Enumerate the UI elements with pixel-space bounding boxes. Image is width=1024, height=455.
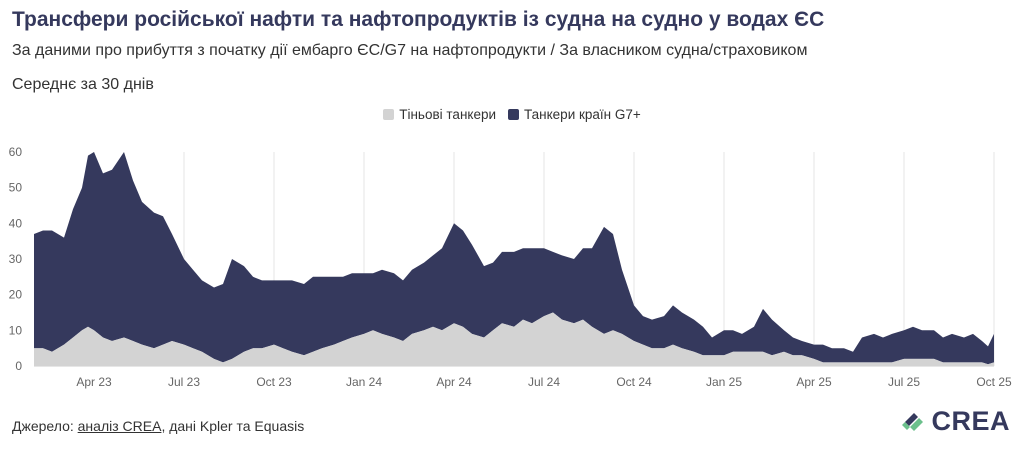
y-tick-label-5: 50 xyxy=(9,181,23,195)
x-tick-label-6: Oct 24 xyxy=(616,375,652,389)
crea-analysis-link[interactable]: аналіз CREA xyxy=(77,418,162,434)
y-tick-label-2: 20 xyxy=(9,288,23,302)
crea-logo: CREA xyxy=(901,406,1010,437)
chart-note: Середнє за 30 днів xyxy=(12,76,154,93)
x-tick-label-5: Jul 24 xyxy=(528,375,560,389)
area-g7-tankers xyxy=(34,152,994,365)
legend-swatch-g7 xyxy=(508,109,520,120)
legend-item-shadow-tankers[interactable]: Тіньові танкери xyxy=(383,107,496,122)
y-tick-label-0: 0 xyxy=(15,359,22,373)
y-tick-label-1: 10 xyxy=(9,323,23,337)
x-tick-label-1: Jul 23 xyxy=(168,375,200,389)
x-tick-label-7: Jan 25 xyxy=(706,375,742,389)
x-tick-label-0: Apr 23 xyxy=(76,375,112,389)
x-tick-label-4: Apr 24 xyxy=(436,375,472,389)
y-tick-label-6: 60 xyxy=(9,145,23,159)
source-suffix: , дані Kpler та Equasis xyxy=(161,418,305,434)
x-tick-label-2: Oct 23 xyxy=(256,375,292,389)
y-tick-label-4: 40 xyxy=(9,216,23,230)
crea-logo-text: CREA xyxy=(931,406,1010,436)
chart-title: Трансфери російської нафти та нафтопроду… xyxy=(12,8,825,31)
legend-label-g7: Танкери країн G7+ xyxy=(524,107,641,122)
x-tick-label-9: Jul 25 xyxy=(888,375,920,389)
chart-legend: Тіньові танкери Танкери країн G7+ xyxy=(0,107,1024,122)
y-tick-label-3: 30 xyxy=(9,252,23,266)
x-tick-label-8: Apr 25 xyxy=(796,375,832,389)
x-tick-label-10: Oct 25 xyxy=(976,375,1012,389)
crea-logo-icon xyxy=(902,412,924,431)
legend-label-shadow: Тіньові танкери xyxy=(399,107,497,122)
x-tick-label-3: Jan 24 xyxy=(346,375,382,389)
stacked-area-chart: 0 10 20 30 40 50 60 Apr 23 Jul 23 Oct 23 Jan 24 Apr… xyxy=(9,145,1012,389)
legend-item-g7-tankers[interactable]: Танкери країн G7+ xyxy=(508,107,641,122)
area-shadow-tankers xyxy=(34,312,994,366)
source-footer: Джерело: аналіз CREA, дані Kpler та Equa… xyxy=(12,418,304,434)
source-prefix: Джерело: xyxy=(12,418,78,434)
chart-subtitle: За даними про прибуття з початку дії емб… xyxy=(12,42,808,59)
legend-swatch-shadow xyxy=(383,109,395,120)
